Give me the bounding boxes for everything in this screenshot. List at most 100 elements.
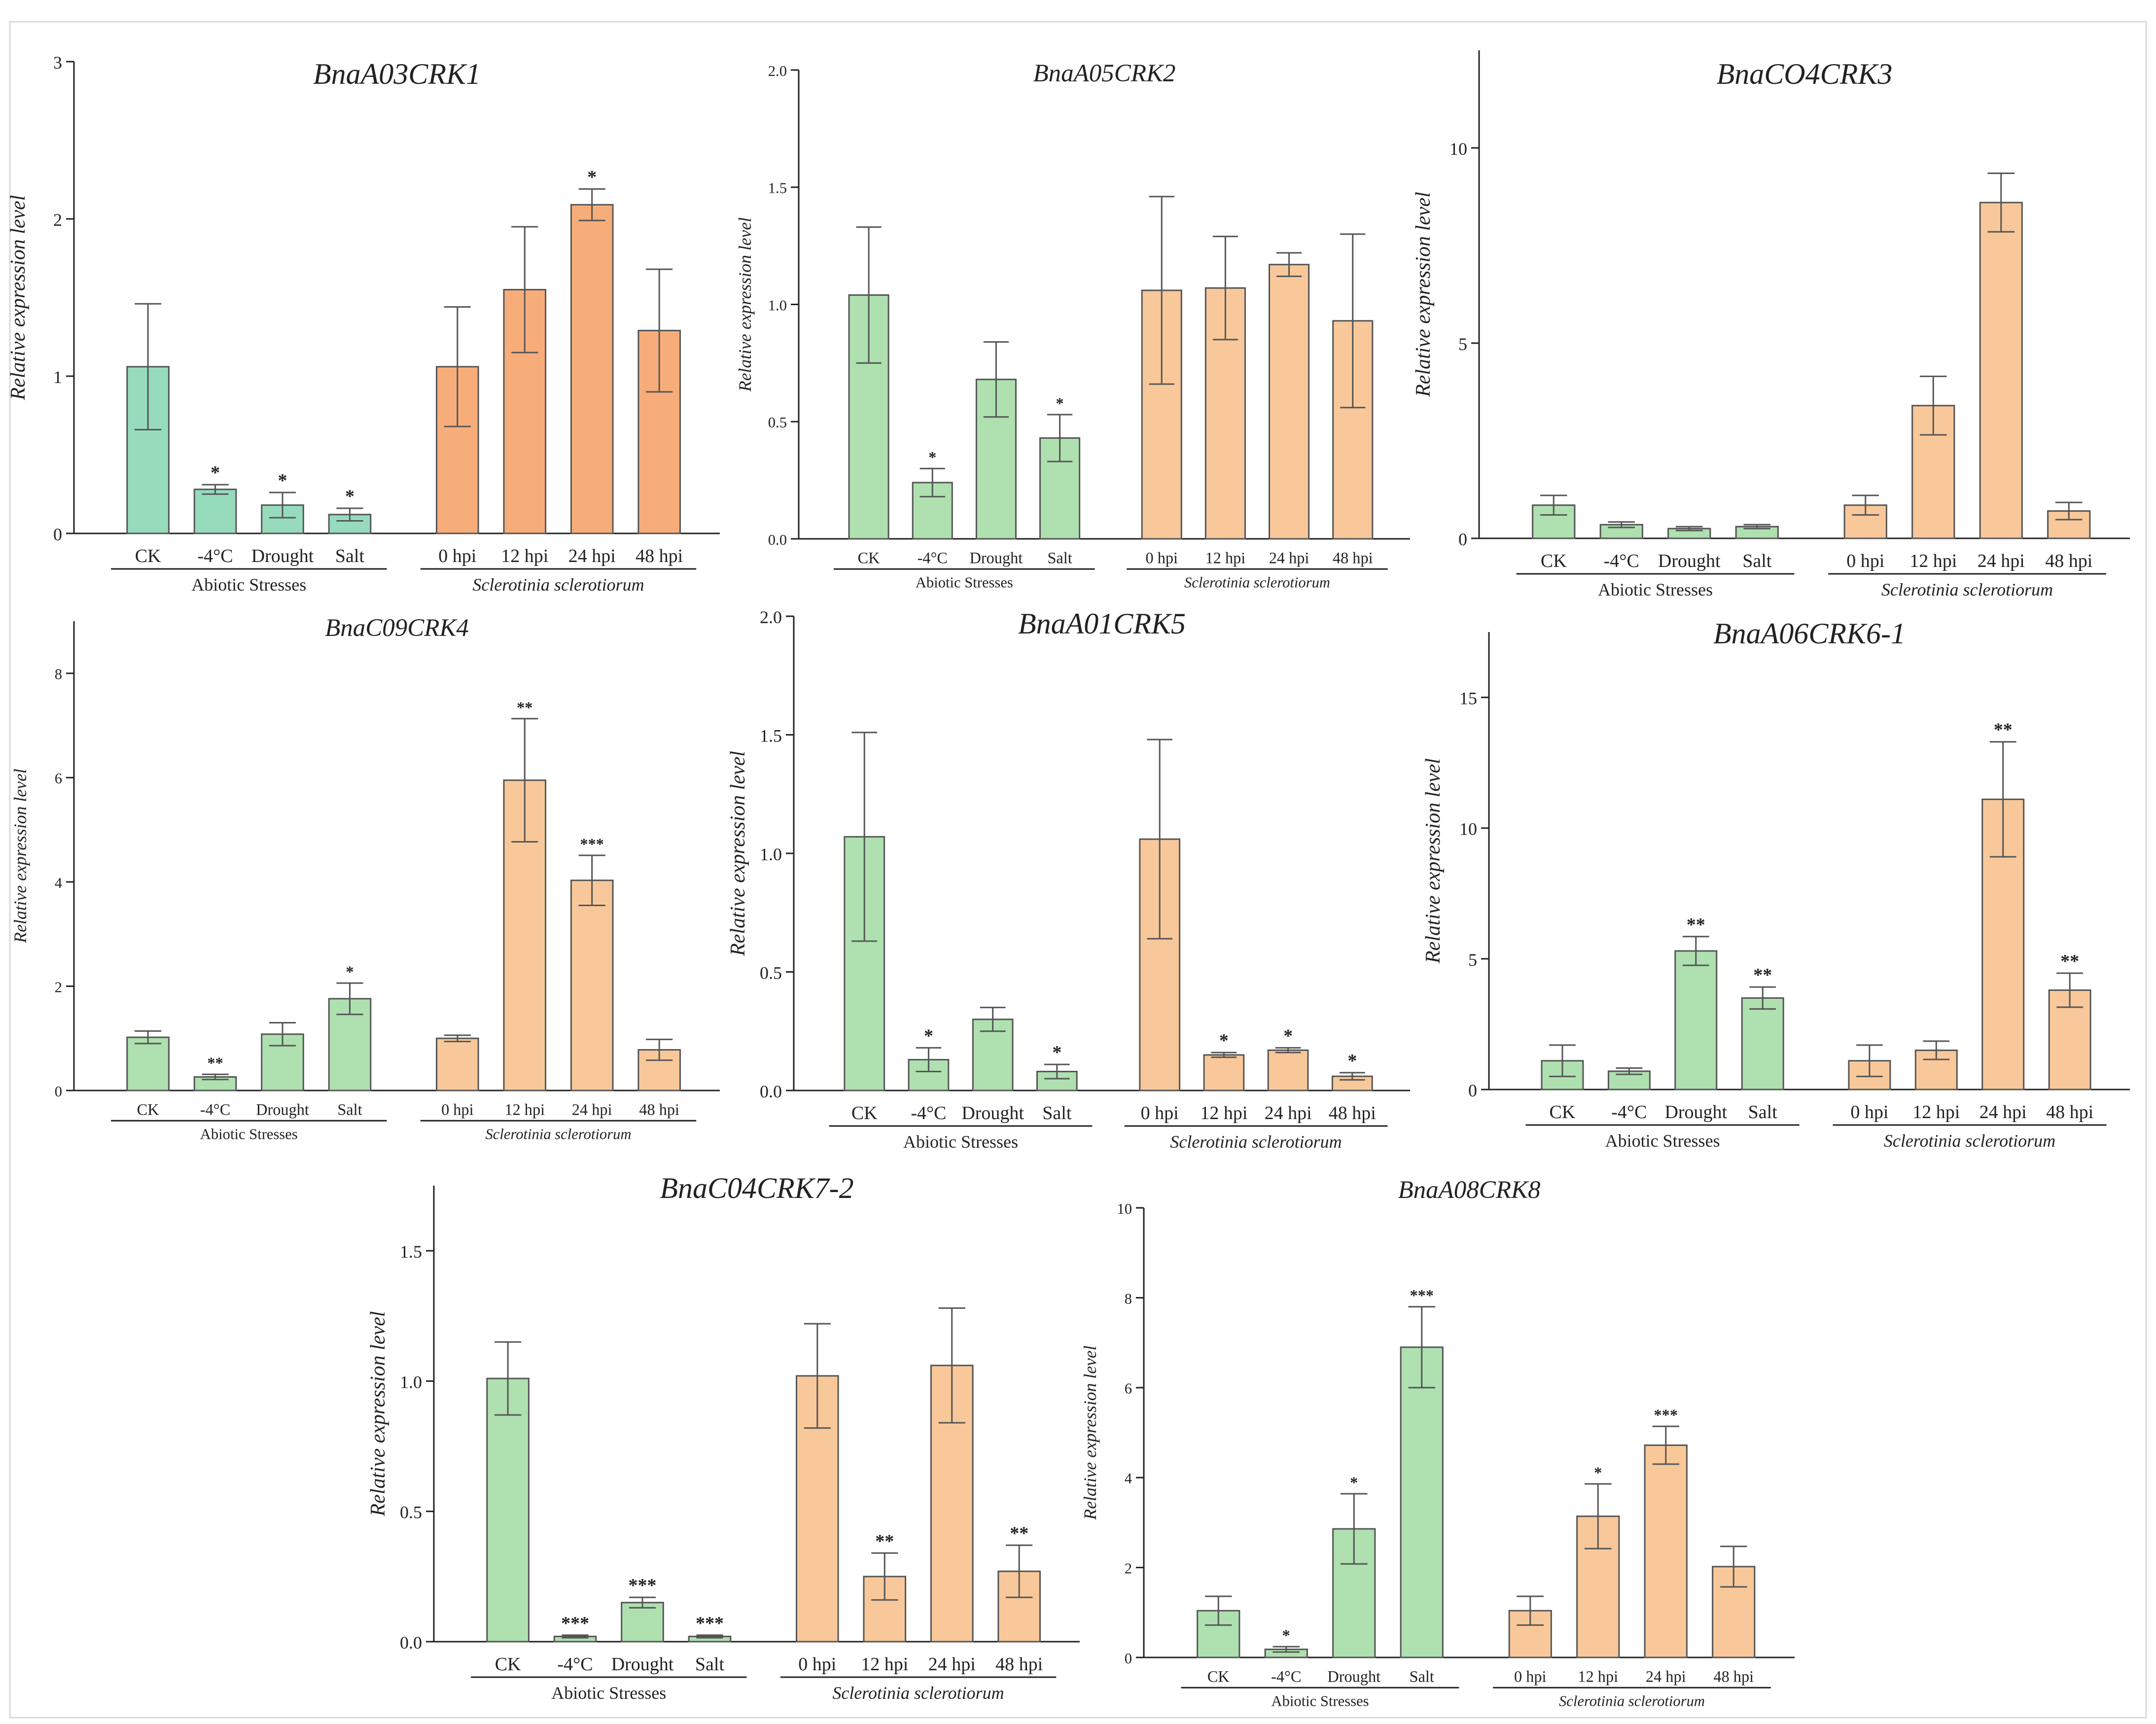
significance-label: * xyxy=(345,486,354,507)
y-tick-label: 0.5 xyxy=(400,1503,422,1522)
category-label: CK xyxy=(137,1100,159,1118)
y-tick-label: 4 xyxy=(55,875,62,891)
bar-crk4-1-0 xyxy=(436,1037,479,1091)
category-label: 0 hpi xyxy=(438,546,476,566)
category-label: Drought xyxy=(611,1654,674,1675)
chart-title: BnaA05CRK2 xyxy=(1033,60,1176,87)
category-label: -4°C xyxy=(1611,1102,1647,1123)
category-label: 12 hpi xyxy=(1912,1102,1960,1123)
chart-title: BnaA08CRK8 xyxy=(1398,1176,1541,1204)
y-axis-label: Relative expression level xyxy=(1422,758,1445,964)
y-tick-label: 2 xyxy=(1125,1560,1132,1577)
category-label: 0 hpi xyxy=(1850,1102,1888,1123)
bar-crk1-0-1 xyxy=(193,489,237,534)
y-axis-label: Relative expression level xyxy=(367,1311,389,1517)
y-tick-label: 1.5 xyxy=(760,726,782,746)
category-label: 24 hpi xyxy=(1979,1102,2027,1123)
category-label: 24 hpi xyxy=(568,546,616,566)
y-tick-label: 0.5 xyxy=(760,963,782,983)
significance-label: ** xyxy=(2060,951,2079,972)
group-label: Sclerotinia sclerotiorum xyxy=(1184,574,1330,591)
category-label: 0 hpi xyxy=(798,1654,836,1675)
category-label: Drought xyxy=(1664,1102,1727,1123)
group-label: Abiotic Stresses xyxy=(1272,1693,1369,1710)
significance-label: * xyxy=(278,470,287,491)
bar-crk8-1-1 xyxy=(1576,1515,1620,1658)
category-label: 24 hpi xyxy=(1269,549,1309,566)
group-label: Abiotic Stresses xyxy=(903,1132,1018,1152)
chart-panel-crk2: BnaA05CRK2 0.0 0.5 1.0 1.5 2.0 Relative expres… xyxy=(735,60,1410,591)
chart-title: BnaC04CRK7-2 xyxy=(660,1172,853,1204)
significance-label: ** xyxy=(1753,965,1772,985)
y-tick-label: 5 xyxy=(1468,950,1477,970)
significance-label: * xyxy=(1052,1042,1061,1063)
y-axis-label: Relative expression level xyxy=(7,195,30,401)
category-label: Drought xyxy=(961,1103,1024,1124)
category-label: CK xyxy=(135,546,161,566)
significance-label: *** xyxy=(696,1613,724,1634)
category-label: 0 hpi xyxy=(1141,1103,1179,1124)
group-label: Sclerotinia sclerotiorum xyxy=(486,1126,632,1143)
category-label: -4°C xyxy=(918,549,948,566)
category-label: 12 hpi xyxy=(1909,551,1957,571)
significance-label: *** xyxy=(1654,1406,1678,1424)
category-label: 24 hpi xyxy=(928,1654,976,1675)
group-label: Sclerotinia sclerotiorum xyxy=(1170,1132,1342,1152)
y-axis-label: Relative expression level xyxy=(10,769,30,943)
category-label: 48 hpi xyxy=(995,1654,1043,1675)
significance-label: * xyxy=(211,462,220,483)
chart-panel-crk5: BnaA01CRK5 0.0 0.5 1.0 1.5 2.0 Relative expres… xyxy=(727,607,1410,1152)
category-label: Salt xyxy=(1742,551,1772,571)
category-label: Drought xyxy=(256,1100,309,1118)
bar-crk6-0-2 xyxy=(1674,950,1718,1091)
y-tick-label: 4 xyxy=(1125,1470,1132,1487)
chart-panel-crk7: BnaC04CRK7-2 0.0 0.5 1.0 1.5 Relative express… xyxy=(367,1172,1080,1703)
y-tick-label: 2 xyxy=(53,210,62,230)
y-tick-label: 1.0 xyxy=(760,844,782,864)
y-tick-label: 2 xyxy=(55,979,62,995)
significance-label: ** xyxy=(1010,1523,1028,1544)
y-tick-label: 10 xyxy=(1449,139,1467,159)
category-label: 24 hpi xyxy=(1978,551,2025,571)
y-tick-label: 10 xyxy=(1117,1200,1132,1217)
category-label: Drought xyxy=(1327,1667,1380,1685)
significance-label: * xyxy=(928,448,936,466)
bar-crk7-0-0 xyxy=(486,1377,530,1643)
y-tick-label: 0 xyxy=(1458,529,1467,549)
bar-crk6-0-3 xyxy=(1741,997,1784,1091)
significance-label: * xyxy=(1282,1626,1290,1644)
y-tick-label: 0 xyxy=(55,1083,62,1100)
chart-panel-crk8: BnaA08CRK8 0 2 4 6 8 10 Relative expression lev… xyxy=(1080,1176,1795,1710)
category-label: 0 hpi xyxy=(1514,1667,1547,1685)
y-tick-label: 5 xyxy=(1458,334,1467,354)
category-label: CK xyxy=(851,1103,878,1124)
category-label: 12 hpi xyxy=(501,546,548,566)
significance-label: * xyxy=(587,167,597,187)
bar-crk4-0-0 xyxy=(126,1036,170,1091)
category-label: Salt xyxy=(337,1100,362,1118)
y-tick-label: 0.0 xyxy=(400,1633,422,1653)
category-label: Salt xyxy=(335,546,365,566)
category-label: CK xyxy=(1550,1102,1576,1123)
significance-label: * xyxy=(924,1025,933,1046)
category-label: 12 hpi xyxy=(1578,1667,1618,1685)
group-label: Abiotic Stresses xyxy=(551,1683,666,1703)
y-tick-label: 0.5 xyxy=(768,414,787,431)
chart-panel-crk3: BnaCO4CRK3 0 5 10 Relative expression level C… xyxy=(1412,50,2130,599)
y-axis-label: Relative expression level xyxy=(735,217,755,392)
category-label: Drought xyxy=(970,549,1023,566)
category-label: 24 hpi xyxy=(572,1100,612,1118)
y-tick-label: 2.0 xyxy=(760,607,782,627)
chart-title: BnaA06CRK6-1 xyxy=(1713,617,1906,650)
category-label: Salt xyxy=(1748,1102,1778,1123)
category-label: 48 hpi xyxy=(636,546,683,566)
significance-label: * xyxy=(1347,1051,1357,1071)
category-label: 0 hpi xyxy=(441,1100,474,1118)
y-tick-label: 0 xyxy=(53,525,62,544)
category-label: CK xyxy=(858,549,880,566)
significance-label: * xyxy=(1056,394,1064,412)
group-label: Sclerotinia sclerotiorum xyxy=(1884,1131,2055,1151)
category-label: 48 hpi xyxy=(1329,1103,1376,1124)
y-tick-label: 3 xyxy=(53,53,62,72)
